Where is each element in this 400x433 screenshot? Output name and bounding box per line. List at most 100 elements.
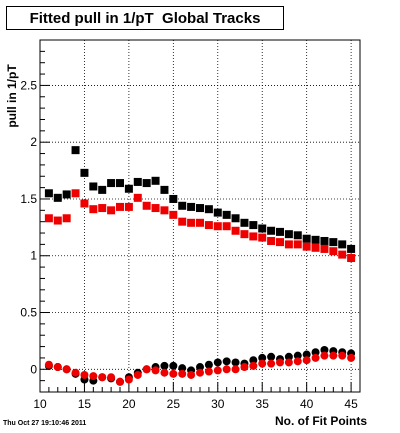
square-marker <box>329 238 338 247</box>
circle-marker <box>320 345 329 354</box>
square-marker <box>187 202 196 211</box>
square-marker <box>142 179 151 188</box>
circle-marker <box>116 377 124 386</box>
circle-marker <box>267 352 276 361</box>
circle-marker <box>311 353 320 362</box>
square-marker <box>231 226 240 235</box>
circle-marker <box>347 353 356 362</box>
circle-marker <box>222 365 231 374</box>
square-marker <box>276 227 284 236</box>
x-tick-label: 15 <box>78 397 92 411</box>
square-marker <box>267 226 276 235</box>
circle-marker <box>187 370 196 379</box>
square-marker <box>196 218 204 227</box>
square-marker <box>204 221 213 230</box>
circle-marker <box>160 361 169 370</box>
x-tick-label: 40 <box>300 397 314 411</box>
circle-marker <box>107 373 116 382</box>
circle-marker <box>196 368 204 377</box>
square-marker <box>204 205 213 214</box>
square-marker <box>187 218 196 227</box>
circle-marker <box>142 365 151 374</box>
square-marker <box>80 199 89 208</box>
circle-marker <box>80 370 89 379</box>
circle-marker <box>213 366 222 375</box>
square-marker <box>276 238 284 247</box>
y-tick-label: 0 <box>30 362 37 376</box>
square-marker <box>302 242 311 251</box>
x-tick-label: 35 <box>256 397 270 411</box>
square-marker <box>249 221 258 230</box>
x-tick-label: 25 <box>167 397 181 411</box>
square-marker <box>62 214 71 223</box>
circle-marker <box>302 356 311 365</box>
x-axis-label: No. of Fit Points <box>275 414 367 428</box>
square-marker <box>44 214 53 223</box>
circle-marker <box>71 368 80 377</box>
square-marker <box>240 218 249 227</box>
square-marker <box>107 206 116 215</box>
series-2 <box>44 345 356 386</box>
square-marker <box>311 243 320 252</box>
grid-lines <box>39 40 360 392</box>
square-marker <box>169 210 178 219</box>
square-marker <box>89 205 98 214</box>
circle-marker <box>293 351 302 360</box>
circle-marker <box>258 353 267 362</box>
square-marker <box>284 240 293 249</box>
circle-marker <box>249 361 258 370</box>
y-tick-label: 2.5 <box>20 78 37 92</box>
square-marker <box>71 189 80 198</box>
circle-marker <box>258 359 267 368</box>
circle-marker <box>231 358 240 367</box>
data-markers <box>44 146 356 386</box>
circle-marker <box>293 357 302 366</box>
circle-marker <box>231 365 240 374</box>
circle-marker <box>329 351 338 360</box>
circle-marker <box>151 366 160 375</box>
x-tick-label: 10 <box>33 397 47 411</box>
square-marker <box>124 202 133 211</box>
circle-marker <box>98 373 107 382</box>
circle-marker <box>133 370 142 379</box>
circle-marker <box>196 363 204 372</box>
square-marker <box>347 254 356 263</box>
square-marker <box>133 177 142 186</box>
square-marker <box>89 182 98 191</box>
circle-marker <box>204 367 213 376</box>
y-axis-label-wrap: pull in 1/pT <box>2 56 22 136</box>
circle-marker <box>62 365 71 374</box>
square-marker <box>160 206 169 215</box>
series-0 <box>44 146 356 253</box>
square-marker <box>213 222 222 231</box>
circle-marker <box>284 352 293 361</box>
circle-marker <box>267 359 276 368</box>
square-marker <box>98 204 107 213</box>
circle-marker <box>178 369 187 378</box>
circle-marker <box>320 351 329 360</box>
square-marker <box>249 232 258 241</box>
square-marker <box>151 204 160 213</box>
x-tick-label: 45 <box>344 397 358 411</box>
square-marker <box>142 201 151 210</box>
square-marker <box>320 236 329 245</box>
tick-marks <box>39 39 361 392</box>
square-marker <box>71 146 80 155</box>
y-tick-label: 1.5 <box>20 192 37 206</box>
square-marker <box>124 184 133 193</box>
square-marker <box>267 236 276 245</box>
square-marker <box>293 231 302 240</box>
square-marker <box>178 201 187 210</box>
square-marker <box>347 244 356 253</box>
square-marker <box>311 235 320 244</box>
circle-marker <box>276 358 284 367</box>
chart-title-box: Fitted pull in 1/pT Global Tracks <box>6 6 284 30</box>
circle-marker <box>124 375 133 384</box>
square-marker <box>169 194 178 203</box>
circle-marker <box>302 350 311 359</box>
circle-marker <box>89 372 98 381</box>
y-tick-label: 2 <box>30 135 37 149</box>
square-marker <box>53 193 62 202</box>
series-3 <box>44 351 356 386</box>
